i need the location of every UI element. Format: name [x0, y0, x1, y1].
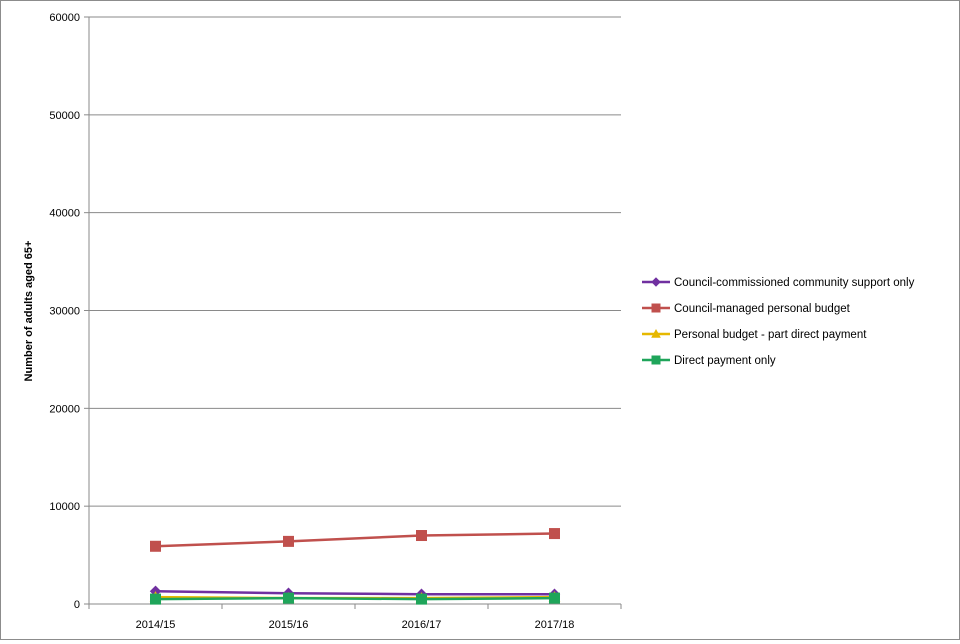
legend-item: Personal budget - part direct payment [642, 328, 867, 341]
data-point-marker [150, 540, 161, 552]
legend-label: Council-commissioned community support o… [674, 277, 915, 289]
data-point-marker [283, 592, 294, 604]
data-point-marker [150, 593, 161, 605]
series-line [155, 532, 555, 548]
y-tick-label: 10000 [49, 501, 80, 513]
x-axis-ticks: 2014/15 2015/16 2016/17 2017/18 [88, 604, 622, 631]
data-point-marker [651, 355, 661, 365]
series-line [155, 596, 555, 601]
series-2 [150, 528, 560, 552]
x-tick-label: 2017/18 [535, 619, 575, 631]
series-line [155, 590, 555, 596]
data-point-marker [549, 528, 560, 540]
y-tick-label: 50000 [49, 110, 80, 122]
legend-label: Council-managed personal budget [674, 303, 851, 315]
series-4 [150, 592, 560, 605]
legend-item: Council-managed personal budget [642, 303, 851, 315]
legend-item: Direct payment only [642, 355, 776, 367]
y-axis-ticks: 0 10000 20000 30000 40000 50000 60000 [49, 12, 89, 611]
y-tick-label: 0 [74, 599, 80, 611]
legend-label: Personal budget - part direct payment [674, 329, 867, 341]
data-point-marker [651, 277, 661, 287]
x-tick-label: 2014/15 [136, 619, 176, 631]
data-point-marker [651, 328, 661, 338]
data-point-marker [283, 535, 294, 547]
series [149, 528, 561, 605]
y-tick-label: 60000 [49, 12, 80, 24]
x-tick-label: 2016/17 [402, 619, 442, 631]
gridlines [89, 16, 621, 507]
data-point-marker [416, 593, 427, 605]
data-point-marker [549, 592, 560, 604]
data-point-marker [651, 303, 661, 313]
legend: Council-commissioned community support o… [642, 277, 915, 367]
legend-item: Council-commissioned community support o… [642, 277, 915, 289]
x-tick-label: 2015/16 [269, 619, 309, 631]
y-axis-title: Number of adults aged 65+ [23, 241, 35, 382]
y-tick-label: 30000 [49, 306, 80, 318]
data-point-marker [416, 530, 427, 542]
y-tick-label: 20000 [49, 403, 80, 415]
y-tick-label: 40000 [49, 208, 80, 220]
legend-label: Direct payment only [674, 355, 776, 367]
